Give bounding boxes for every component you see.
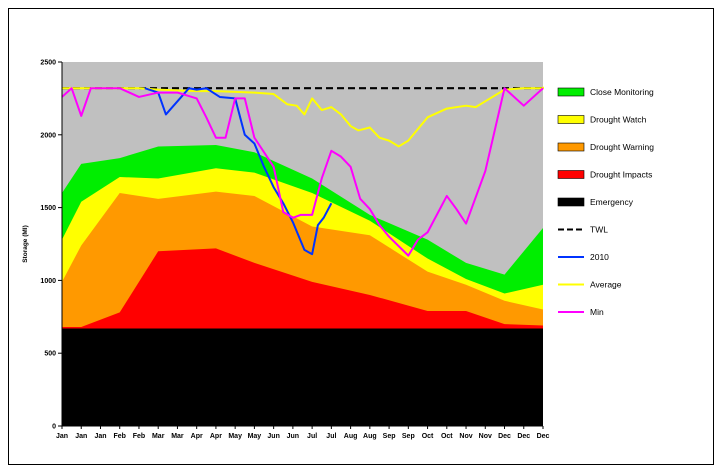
x-tick-label: May xyxy=(248,433,262,440)
x-tick-label: Mar xyxy=(152,433,165,440)
y-axis-label: Storage (Ml) xyxy=(22,225,29,263)
legend-label: Drought Impacts xyxy=(590,170,652,180)
x-tick-label: Jul xyxy=(307,433,317,440)
series-line-average xyxy=(62,86,544,148)
legend-label: Average xyxy=(590,280,622,290)
x-tick-label: Feb xyxy=(113,433,125,440)
legend-label: Close Monitoring xyxy=(590,87,654,97)
legend-label: Drought Warning xyxy=(590,142,654,152)
legend-item-close-monitoring: Close Monitoring xyxy=(557,87,654,97)
legend: Close Monitoring Drought Watch Drought War… xyxy=(557,87,654,317)
lines-layer xyxy=(61,86,544,257)
bands-layer xyxy=(62,144,543,426)
x-tick-label: Dec xyxy=(498,433,511,440)
series-line-2010 xyxy=(144,87,333,256)
x-tick-label: Jun xyxy=(287,433,299,440)
x-tick-label: Jan xyxy=(94,433,106,440)
y-tick-label: 1000 xyxy=(40,278,56,285)
x-tick-label: Aug xyxy=(344,433,358,440)
legend-item-drought-watch: Drought Watch xyxy=(557,115,647,125)
band-emergency xyxy=(62,328,543,426)
x-tick-label: Apr xyxy=(191,433,203,440)
x-tick-label: Jul xyxy=(326,433,336,440)
x-tick-label: Sep xyxy=(402,433,415,440)
legend-item-average: Average xyxy=(558,280,622,290)
legend-swatch xyxy=(557,115,585,124)
legend-label: Drought Watch xyxy=(590,115,647,125)
legend-item-drought-warning: Drought Warning xyxy=(557,142,654,152)
x-tick-label: Jan xyxy=(56,433,68,440)
legend-swatch xyxy=(557,87,585,97)
chart-frame xyxy=(8,8,714,465)
legend-label: 2010 xyxy=(590,252,609,262)
x-tick-label: Mar xyxy=(171,433,184,440)
y-tick-label: 2000 xyxy=(40,132,56,139)
axes-layer: 0 500 1000 1500 2000 2500 Jan Jan Jan Feb Feb Mar Ma… xyxy=(40,60,549,441)
legend-item-min: Min xyxy=(558,307,604,317)
legend-item-2010: 2010 xyxy=(558,252,609,262)
x-tick-label: Dec xyxy=(537,433,550,440)
x-tick-label: Sep xyxy=(383,433,396,440)
x-tick-label: May xyxy=(228,433,242,440)
legend-item-drought-impacts: Drought Impacts xyxy=(557,170,652,180)
legend-item-emergency: Emergency xyxy=(557,197,634,207)
x-tick-label: Nov xyxy=(459,433,472,440)
x-tick-label: Jun xyxy=(267,433,279,440)
x-tick-label: Oct xyxy=(441,433,453,440)
x-tick-label: Nov xyxy=(479,433,492,440)
x-tick-label: Dec xyxy=(517,433,530,440)
x-tick-label: Feb xyxy=(133,433,145,440)
y-tick-label: 1500 xyxy=(40,205,56,212)
y-tick-label: 2500 xyxy=(40,60,56,67)
x-tick-label: Apr xyxy=(210,433,222,440)
legend-label: Emergency xyxy=(590,197,634,207)
legend-swatch xyxy=(557,197,585,207)
y-tick-label: 500 xyxy=(44,351,56,358)
x-tick-label: Jan xyxy=(75,433,87,440)
legend-item-twl: TWL xyxy=(558,225,608,235)
legend-label: Min xyxy=(590,307,604,317)
legend-swatch xyxy=(557,170,585,179)
y-tick-label: 0 xyxy=(52,424,56,431)
legend-label: TWL xyxy=(590,225,608,235)
legend-swatch xyxy=(557,142,585,152)
x-tick-label: Aug xyxy=(363,433,377,440)
series-line-min xyxy=(61,87,544,257)
x-tick-label: Oct xyxy=(422,433,434,440)
